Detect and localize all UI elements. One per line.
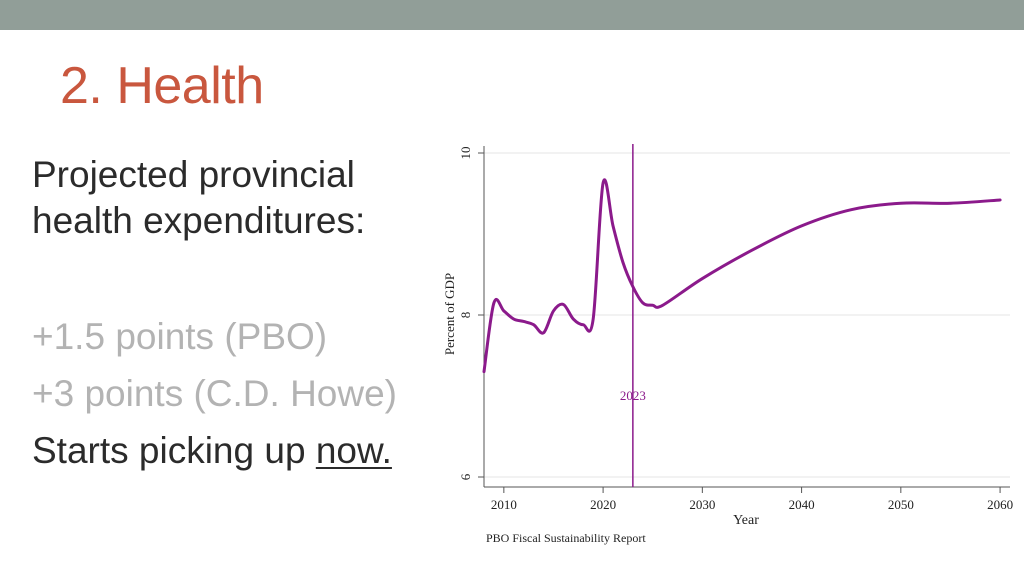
x-ticks: 2010 2020 2030 2040 2050 2060 bbox=[491, 487, 1013, 512]
data-point bbox=[592, 318, 594, 320]
x-axis-label: Year bbox=[733, 513, 759, 528]
data-point bbox=[850, 208, 853, 211]
data-point bbox=[800, 225, 803, 227]
data-point bbox=[949, 202, 952, 205]
data-point bbox=[562, 303, 565, 306]
data-point bbox=[602, 182, 604, 184]
data-point bbox=[483, 370, 485, 373]
data-point bbox=[622, 261, 624, 264]
data-point bbox=[641, 302, 644, 304]
data-point bbox=[532, 323, 535, 326]
y-tick-label: 6 bbox=[458, 473, 473, 480]
intro-line-1: Projected provincial bbox=[32, 154, 355, 195]
data-point bbox=[572, 318, 575, 320]
point-cdhowe: +3 points (C.D. Howe) bbox=[32, 373, 397, 414]
data-point bbox=[900, 202, 902, 205]
data-point bbox=[651, 304, 654, 307]
x-tick-label: 2040 bbox=[789, 497, 815, 512]
data-point bbox=[999, 199, 1001, 201]
data-point bbox=[512, 318, 515, 320]
x-tick-label: 2050 bbox=[888, 497, 914, 512]
x-tick-label: 2010 bbox=[491, 497, 517, 512]
data-point bbox=[612, 225, 614, 227]
data-point bbox=[632, 285, 634, 288]
x-tick-label: 2020 bbox=[590, 497, 616, 512]
data-point bbox=[701, 277, 704, 280]
series-points bbox=[483, 182, 1001, 373]
y-tick-label: 10 bbox=[458, 147, 473, 160]
data-point bbox=[582, 323, 585, 326]
point-pbo: +1.5 points (PBO) bbox=[32, 316, 328, 357]
y-ticks: 6 8 10 bbox=[458, 147, 484, 480]
intro-line-2: health expenditures: bbox=[32, 200, 366, 241]
gridlines bbox=[484, 152, 1010, 478]
data-point bbox=[751, 249, 753, 251]
source-note: PBO Fiscal Sustainability Report bbox=[486, 531, 646, 545]
data-point bbox=[503, 310, 505, 312]
top-banner bbox=[0, 0, 1024, 30]
health-expenditure-chart: 6 8 10 2010 2020 2030 2040 2050 2060 2023 Perce… bbox=[442, 144, 1013, 545]
data-point bbox=[493, 302, 495, 304]
starts-picking-up-line: Starts picking up now. bbox=[32, 428, 392, 474]
y-tick-label: 8 bbox=[458, 312, 473, 319]
now-link[interactable]: now. bbox=[315, 430, 392, 471]
data-point bbox=[552, 310, 555, 312]
x-tick-label: 2030 bbox=[689, 497, 715, 512]
data-point bbox=[661, 304, 664, 307]
y-axis-label: Percent of GDP bbox=[442, 273, 457, 355]
data-point bbox=[522, 320, 525, 323]
starts-picking-up-text: Starts picking up bbox=[32, 430, 316, 471]
data-point bbox=[542, 332, 545, 334]
slide-title: 2. Health bbox=[60, 57, 264, 115]
reference-line-label: 2023 bbox=[620, 388, 646, 403]
series-line bbox=[482, 178, 1002, 374]
x-tick-label: 2060 bbox=[987, 497, 1013, 512]
